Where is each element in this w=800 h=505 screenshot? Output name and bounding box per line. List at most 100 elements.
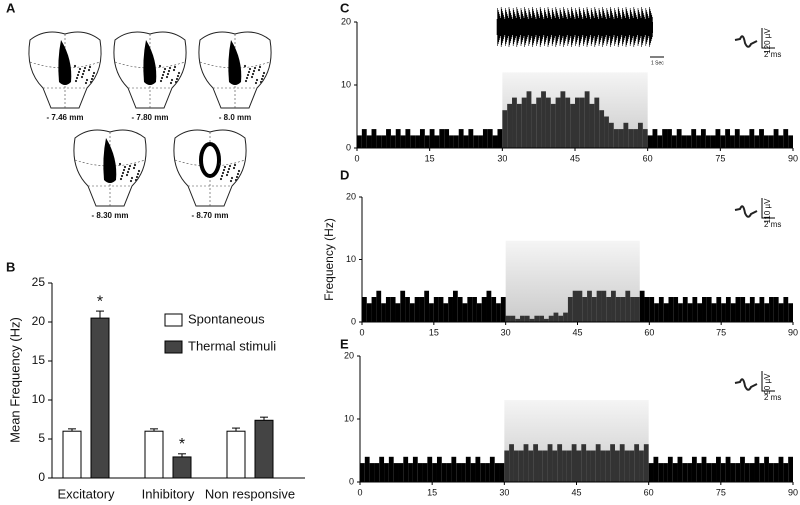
raster-scale-label: 1 Sec [651,60,664,66]
histogram-bar [424,135,430,148]
histogram-bar [541,91,546,148]
histogram-bar [706,463,712,482]
histogram-bar [604,116,609,148]
histogram-bar [667,129,672,148]
section-dot [248,67,252,71]
section-dot [82,69,86,73]
section-dot [230,176,234,180]
histogram-bar [644,297,650,322]
histogram-bar [452,290,458,322]
histogram-bar [510,315,516,322]
histogram-bar [566,450,572,482]
histogram-bar [571,444,577,482]
brain-section [173,129,247,207]
x-tick-label: 75 [715,153,725,163]
histogram-bar [536,97,542,148]
section-dot [234,178,238,182]
histogram-bar [417,463,423,482]
histogram-bar [538,450,543,482]
panel-label: E [340,336,349,351]
panel-label: C [340,0,350,15]
y-tick-label: 5 [38,431,45,445]
section-dot [245,76,249,80]
panel-label: A [6,0,16,15]
histogram-bar [668,297,674,322]
histogram-bar [715,129,721,148]
section-dot [261,74,265,78]
section-dot [84,81,88,85]
histogram-bar [711,303,717,322]
scale-bar [761,28,775,49]
section-dot [262,71,266,75]
histogram-bar [672,463,678,482]
histogram-bar [676,129,682,148]
section-dot [76,73,80,77]
histogram-bar [691,456,697,482]
section-dot [260,77,264,81]
x-tick-label: 30 [499,487,509,497]
y-tick-label: 10 [32,392,46,406]
histogram-bar [520,315,525,322]
histogram-bar [745,303,750,322]
brain-section [198,31,272,109]
x-tick-label: 0 [359,327,364,337]
histogram-bar [453,135,459,148]
histogram-bar [547,444,553,482]
histogram-bar [735,297,741,322]
section-dot [118,162,122,166]
histogram-bar [438,297,444,322]
section-dot [218,162,222,166]
significance-mark: * [179,436,185,453]
histogram-bar [620,297,626,322]
scale-label: 2 ms [764,220,781,229]
histogram-bar [409,303,415,322]
section-dot [133,163,137,167]
histogram-bar [550,103,556,148]
histogram-bar [720,135,726,148]
histogram-bar [463,135,469,148]
x-tick-label: 0 [357,487,362,497]
histogram-bar [587,290,592,322]
histogram-bar [480,463,486,482]
y-tick-label: 20 [344,350,354,360]
histogram-bar [643,444,649,482]
section-dot [136,172,140,176]
section-dot [225,173,229,177]
histogram-bar [491,297,497,322]
scale-label: 110 µV [763,198,772,224]
section-dot [158,64,162,68]
bar [144,430,164,479]
histogram-bar [663,303,669,322]
section-dot [74,79,78,83]
section-dot [127,167,131,171]
histogram-bar [696,135,701,148]
histogram-bar [764,303,770,322]
y-tick-label: 0 [351,316,356,326]
x-tick-label: 15 [425,153,435,163]
histogram-bar [749,129,755,148]
histogram-bar [764,456,769,482]
histogram-bar [663,463,668,482]
histogram-bar [605,450,611,482]
histogram-bar [398,463,404,482]
section-dot [227,167,231,171]
histogram-bar [692,297,698,322]
histogram-bar [362,297,367,322]
histogram-bar [595,444,601,482]
section-dot [91,74,95,78]
y-tick-label: 0 [349,476,354,486]
histogram-bar [470,463,476,482]
histogram-bar [562,450,567,482]
section-dot [77,70,81,74]
section-dot [137,169,141,173]
histogram-bar [613,129,619,148]
histogram-bar [468,129,474,148]
significance-mark: * [97,293,103,310]
section-dot [246,73,250,77]
histogram-bar [700,129,706,148]
histogram-bar [371,129,377,148]
section-dot [160,76,164,80]
spike-waveform [734,35,758,48]
histogram-bar [681,135,687,148]
histogram-bar [778,135,784,148]
